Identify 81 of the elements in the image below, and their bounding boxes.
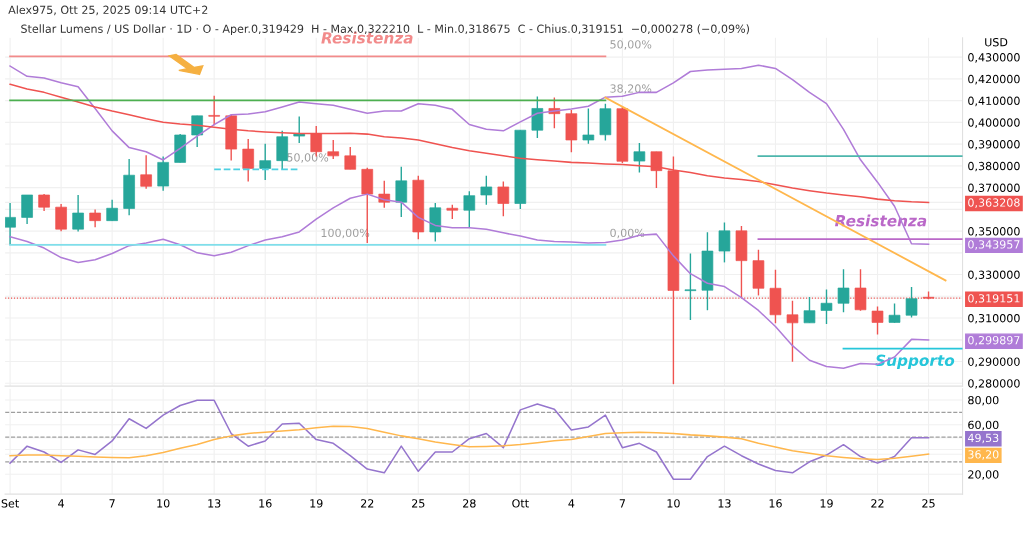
x-tick-label: 13 [718, 499, 731, 508]
candlestick [718, 221, 731, 264]
candlestick [344, 146, 357, 171]
candlestick [140, 154, 152, 190]
annotation: 38,20% [610, 84, 652, 94]
x-tick-label: 25 [922, 499, 935, 508]
y-tick-label: 36,20 [968, 450, 999, 460]
candlestick [905, 286, 918, 319]
y-tick-label: 0,290000 [968, 357, 1020, 368]
candlestick [463, 190, 476, 229]
candlestick [293, 115, 306, 144]
candlestick [327, 139, 340, 160]
y-tick-label: 0,280000 [968, 379, 1020, 389]
series-label: Supporto [875, 354, 955, 370]
candlestick [480, 175, 493, 206]
y-tick-label: 0,390000 [968, 140, 1020, 150]
x-tick-label: 22 [361, 499, 374, 508]
candlestick [497, 180, 510, 217]
x-tick-label: 19 [820, 499, 833, 508]
x-tick-label: 19 [310, 499, 323, 508]
y-axis-title: USD [985, 38, 1008, 47]
candlestick [531, 95, 544, 139]
y-tick-label: 0,430000 [968, 53, 1020, 63]
y-tick-label: 49,53 [967, 433, 999, 444]
candlestick [582, 107, 595, 145]
x-tick-label: 4 [58, 499, 65, 508]
line-series [9, 425, 930, 461]
candlestick [837, 268, 850, 313]
x-tick-label: 4 [568, 499, 575, 508]
x-tick-label: 7 [109, 499, 115, 508]
line-series [9, 64, 930, 245]
y-tick-label: 0,380000 [968, 161, 1020, 172]
annotation: 50,00% [610, 40, 652, 50]
candlestick [191, 115, 203, 148]
candlestick [259, 142, 271, 181]
x-tick-label: 10 [667, 499, 680, 508]
y-tick-label: 0,343957 [968, 240, 1020, 250]
candlestick [157, 155, 169, 192]
y-tick-label: 80,00 [968, 395, 999, 406]
y-tick-label: 0,299897 [968, 335, 1020, 346]
candlestick [242, 138, 254, 183]
x-tick-label: 7 [619, 499, 625, 508]
annotation: 0,00% [610, 228, 645, 239]
x-tick-label: 25 [412, 499, 425, 508]
y-tick-label: 0,350000 [968, 227, 1020, 237]
y-tick-label: 0,330000 [968, 270, 1020, 281]
candlestick [106, 199, 118, 222]
candlestick [72, 194, 84, 233]
candlestick [803, 296, 816, 324]
candlestick [395, 166, 408, 218]
candlestick [633, 142, 646, 174]
candlestick [208, 94, 220, 126]
y-tick-label: 0,420000 [968, 74, 1020, 85]
x-tick-label: 16 [259, 499, 272, 508]
x-tick-label: 13 [208, 499, 221, 508]
x-tick-label: 16 [769, 499, 782, 508]
candlestick [55, 203, 67, 232]
y-tick-label: 0,370000 [968, 183, 1020, 194]
candlestick [276, 130, 289, 171]
candlestick [650, 151, 663, 189]
x-tick-label: 22 [871, 499, 884, 508]
x-tick-label: 10 [157, 499, 170, 508]
y-tick-label: 0,319151 [968, 294, 1020, 304]
y-tick-label: 20,00 [968, 470, 999, 480]
y-tick-label: 0,310000 [968, 314, 1020, 324]
candlestick [871, 305, 884, 336]
y-tick-label: 0,400000 [968, 118, 1020, 128]
y-tick-label: 0,363208 [968, 198, 1020, 208]
chart-subtitle: Alex975, Ott 25, 2025 09:14 UTC+2 [8, 5, 208, 16]
candlestick [820, 288, 833, 325]
x-tick-label: Ott [512, 499, 529, 508]
line-series [9, 399, 930, 480]
y-tick-label: 0,410000 [968, 96, 1020, 107]
candlestick [888, 302, 901, 324]
candlestick [21, 194, 33, 225]
x-tick-label: 28 [463, 499, 476, 508]
candlestick [786, 300, 799, 363]
candlestick [5, 202, 16, 246]
candlestick [684, 252, 697, 321]
x-tick-label: Set [1, 499, 19, 508]
y-tick-label: 60,00 [968, 420, 999, 431]
